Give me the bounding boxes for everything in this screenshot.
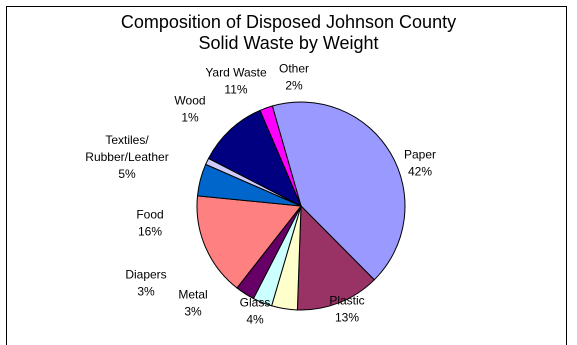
slice-value-label: 5% [118,167,136,181]
chart-title-line-2: Solid Waste by Weight [198,33,379,53]
slice-label-wood: Wood 1% [174,94,205,125]
slice-name-label: Rubber/Leather [85,150,168,164]
slice-value-label: 16% [138,225,162,239]
slice-value-label: 1% [181,111,199,125]
slice-name-label: Metal [178,288,207,302]
slice-name-label: Diapers [125,268,166,282]
slice-label-plastic: Plastic 13% [329,294,364,325]
pie-slice-yard-waste [207,109,303,208]
slice-label-paper: Paper 42% [404,148,436,179]
slice-name-label: Paper [404,148,436,162]
pie-slice-plastic [296,204,375,311]
slice-value-label: 3% [184,305,202,319]
slice-label-food: Food 16% [136,208,163,239]
chart-title-line-1: Composition of Disposed Johnson County [120,12,457,32]
slice-name-label: Food [136,208,163,222]
pie-slice-other [259,105,302,207]
slice-value-label: 3% [137,285,155,299]
pie-slice-paper [271,101,406,281]
pie-slice-food [196,195,302,289]
slice-name-label: Plastic [329,294,364,308]
slice-label-glass: Glass 4% [240,296,271,327]
slice-name-label: Textiles/ [105,133,149,147]
slice-label-textiles-rubber-leather: Textiles/Rubber/Leather 5% [85,133,168,181]
slice-name-label: Yard Waste [205,66,267,80]
slice-value-label: 2% [285,79,303,93]
slice-value-label: 4% [246,313,264,327]
slice-label-yard-waste: Yard Waste 11% [205,66,267,97]
slice-name-label: Other [279,62,309,76]
slice-name-label: Wood [174,94,205,108]
slice-label-other: Other 2% [279,62,309,93]
slice-label-metal: Metal 3% [178,288,207,319]
slice-label-diapers: Diapers 3% [125,268,166,299]
slice-value-label: 42% [408,165,432,179]
slice-value-label: 13% [335,311,359,325]
chart-title: Composition of Disposed Johnson County S… [0,12,577,54]
slice-name-label: Glass [240,296,271,310]
slice-value-label: 11% [224,83,247,97]
